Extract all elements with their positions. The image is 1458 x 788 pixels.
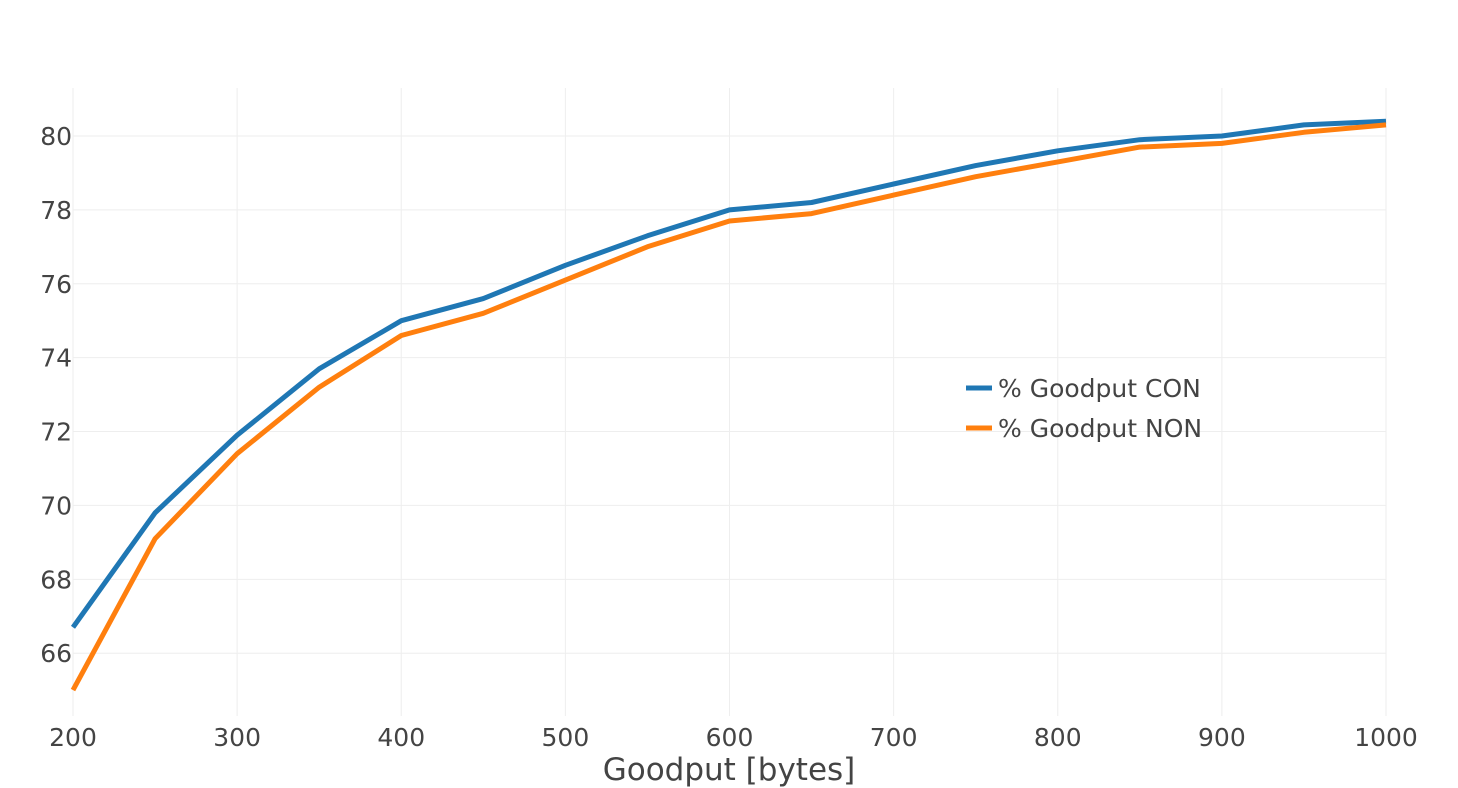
- series-line-1: [70, 122, 1387, 692]
- y-axis-ticks: 66 68 70 72 74 76 78 80: [40, 122, 72, 668]
- x-tick-label: 1000: [1354, 723, 1418, 752]
- y-tick-label: 74: [40, 344, 72, 373]
- y-tick-label: 78: [40, 196, 72, 225]
- x-tick-label: 300: [213, 723, 261, 752]
- x-tick-label: 900: [1198, 723, 1246, 752]
- series-lines: [70, 118, 1387, 692]
- legend-label: % Goodput CON: [998, 374, 1201, 403]
- y-tick-label: 80: [40, 122, 72, 151]
- x-axis-ticks: 200 300 400 500 600 700 800 900 1000: [49, 723, 1418, 752]
- y-tick-label: 66: [40, 639, 72, 668]
- legend: % Goodput CON % Goodput NON: [966, 374, 1202, 443]
- x-axis-title: Goodput [bytes]: [603, 752, 856, 788]
- y-tick-label: 70: [40, 491, 72, 520]
- x-tick-label: 200: [49, 723, 97, 752]
- y-tick-label: 68: [40, 565, 72, 594]
- x-tick-label: 600: [706, 723, 754, 752]
- y-tick-label: 76: [40, 270, 72, 299]
- x-tick-label: 500: [542, 723, 590, 752]
- series-line-0: [70, 118, 1387, 629]
- y-tick-label: 72: [40, 418, 72, 447]
- x-tick-label: 700: [870, 723, 918, 752]
- legend-label: % Goodput NON: [998, 414, 1202, 443]
- x-tick-label: 800: [1034, 723, 1082, 752]
- x-tick-label: 400: [377, 723, 425, 752]
